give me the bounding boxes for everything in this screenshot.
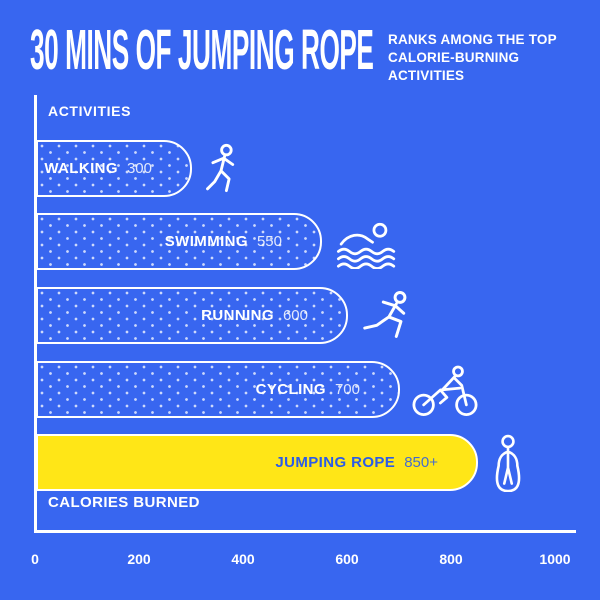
bar-row: SWIMMING 550: [36, 213, 401, 270]
bar-row: CYCLING 700: [36, 361, 479, 418]
bar-value: 300: [126, 160, 152, 177]
x-tick: 200: [127, 551, 151, 567]
bar-walking: WALKING 300: [36, 140, 192, 197]
bar-label: WALKING: [44, 160, 118, 177]
page-title: 30 MINS OF JUMPING ROPE: [30, 18, 374, 82]
x-tick: 0: [31, 551, 39, 567]
x-axis-label: CALORIES BURNED: [48, 494, 200, 511]
x-tick: 800: [439, 551, 463, 567]
x-tick: 400: [231, 551, 255, 567]
bar-label: SWIMMING: [164, 233, 248, 250]
x-tick: 1000: [539, 551, 571, 567]
y-axis-line: [34, 95, 37, 533]
bar-running: RUNNING 600: [36, 287, 348, 344]
bar-jumping-rope: JUMPING ROPE 850+: [36, 434, 478, 491]
bar-row: RUNNING 600: [36, 287, 415, 344]
bar-row: JUMPING ROPE 850+: [36, 434, 527, 492]
jump-rope-icon: [495, 434, 521, 492]
bar-value: 850+: [404, 454, 438, 471]
swimming-icon: [337, 222, 396, 269]
bar-value: 600: [282, 307, 308, 324]
running-icon: [363, 290, 407, 338]
bar-value: 550: [256, 233, 282, 250]
x-axis-line: [34, 530, 576, 533]
bar-label: CYCLING: [255, 381, 326, 398]
cycling-icon: [412, 365, 478, 416]
x-tick: 600: [335, 551, 359, 567]
bar-value: 700: [334, 381, 360, 398]
bar-label: JUMPING ROPE: [275, 454, 396, 471]
walking-icon: [206, 143, 235, 192]
bar-cycling: CYCLING 700: [36, 361, 400, 418]
bar-row: WALKING 300: [36, 140, 239, 197]
bar-swimming: SWIMMING 550: [36, 213, 322, 270]
bar-label: RUNNING: [201, 307, 274, 324]
y-axis-label: ACTIVITIES: [48, 103, 132, 119]
subtitle: RANKS AMONG THE TOP CALORIE-BURNING ACTI…: [388, 32, 557, 83]
